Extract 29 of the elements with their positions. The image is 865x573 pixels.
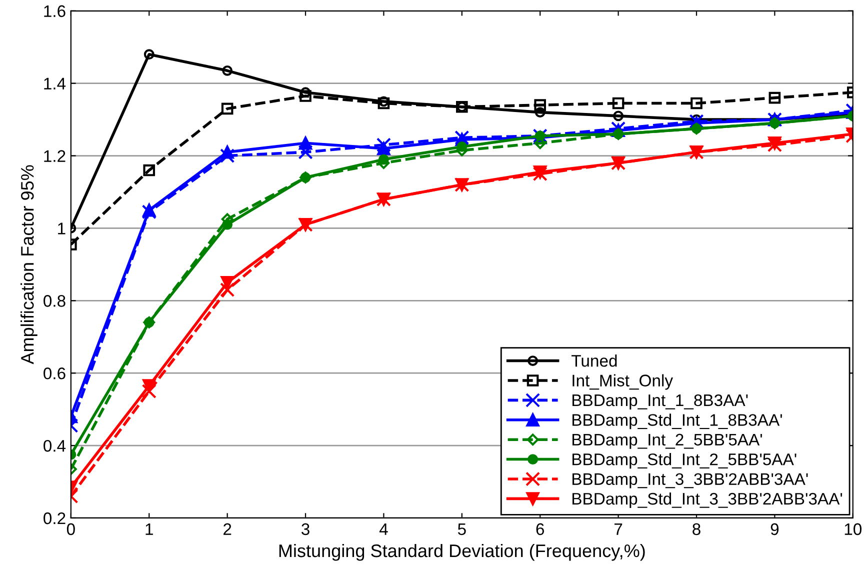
x-tick-label: 8 [692,523,700,536]
x-tick-label: 7 [614,523,622,535]
legend-label: BBDamp_Int_1_8B3AA' [572,394,748,410]
y-tick-label: 1 [58,222,66,234]
y-tick-label: 0.4 [44,440,66,452]
y-tick-label: 0.8 [44,295,66,307]
legend-label: BBDamp_Std_Int_1_8B3AA' [572,414,782,430]
x-axis-title: Mistunging Standard Deviation (Frequency,%) [279,544,645,561]
x-tick-label: 3 [302,523,310,536]
x-tick-label: 5 [458,523,466,536]
y-tick-label: 1.6 [44,5,66,18]
legend-label: BBDamp_Int_2_5BB'5AA' [572,434,762,449]
x-tick-label: 10 [844,523,862,536]
x-tick-label: 4 [379,523,388,535]
legend-label: BBDamp_Std_Int_3_3BB'2ABB'3AA' [572,492,842,508]
legend-label: Tuned [572,354,617,367]
x-tick-label: 6 [536,523,544,536]
x-tick-label: 1 [146,523,153,535]
legend-label: BBDamp_Int_3_3BB'2ABB'3AA' [572,473,808,488]
x-tick-label: 0 [66,523,75,536]
y-axis-title: Amplification Factor 95% [20,165,38,364]
legend-label: Int_Mist_Only [572,374,673,390]
y-tick-label: 1.2 [44,150,66,162]
x-tick-label: 2 [224,523,232,535]
y-tick-label: 0.2 [44,512,66,524]
legend-label: BBDamp_Std_Int_2_5BB'5AA' [572,453,796,469]
y-tick-label: 0.6 [44,368,66,380]
y-tick-label: 1.4 [44,78,66,90]
x-tick-label: 9 [770,523,779,536]
